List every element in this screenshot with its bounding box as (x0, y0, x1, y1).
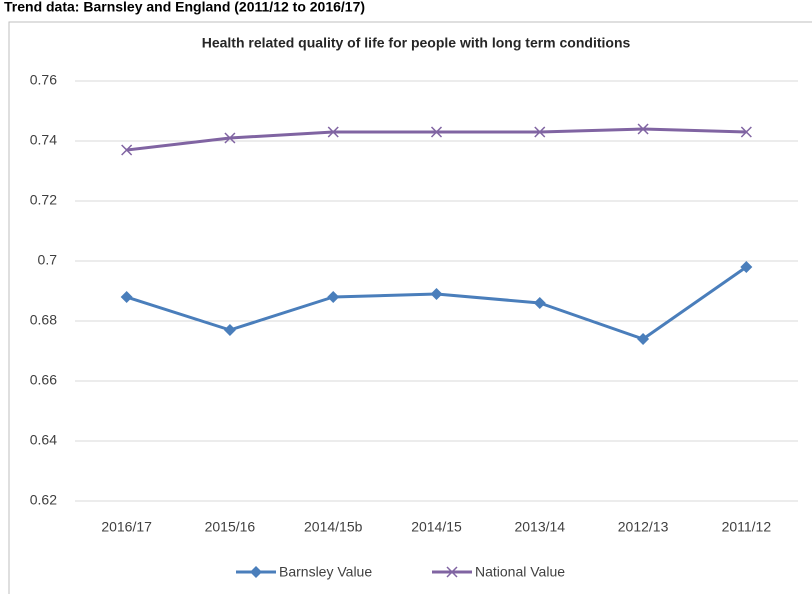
x-tick-label: 2011/12 (722, 519, 772, 535)
y-tick-label: 0.68 (30, 312, 57, 328)
point (327, 291, 340, 303)
y-tick-label: 0.72 (30, 192, 57, 208)
point (740, 261, 753, 273)
x-tick-label: 2013/14 (514, 519, 565, 535)
legend-label: Barnsley Value (279, 564, 372, 580)
x-tick-label: 2014/15 (411, 519, 462, 535)
x-tick-label: 2016/17 (101, 519, 152, 535)
point (430, 126, 443, 138)
point (637, 333, 650, 345)
y-tick-label: 0.64 (30, 432, 57, 448)
x-tick-label: 2015/16 (205, 519, 256, 535)
point (637, 123, 649, 135)
legend-label: National Value (475, 564, 565, 580)
x-tick-label: 2014/15b (304, 519, 363, 535)
point (446, 566, 458, 578)
chart-frame (8, 21, 812, 594)
point (120, 291, 133, 303)
point (223, 324, 236, 336)
point (121, 144, 133, 156)
y-tick-label: 0.76 (30, 72, 57, 88)
point (533, 297, 546, 309)
x-tick-label: 2012/13 (618, 519, 669, 535)
point (224, 132, 236, 144)
page-heading: Trend data: Barnsley and England (2011/1… (4, 0, 365, 15)
y-tick-label: 0.7 (38, 252, 58, 268)
chart-title: Health related quality of life for peopl… (202, 35, 631, 51)
y-tick-label: 0.66 (30, 372, 57, 388)
point (740, 126, 752, 138)
y-tick-label: 0.62 (30, 492, 57, 508)
y-tick-label: 0.74 (30, 132, 57, 148)
point (327, 126, 339, 138)
point (430, 288, 443, 300)
point (250, 566, 262, 578)
point (534, 126, 546, 138)
